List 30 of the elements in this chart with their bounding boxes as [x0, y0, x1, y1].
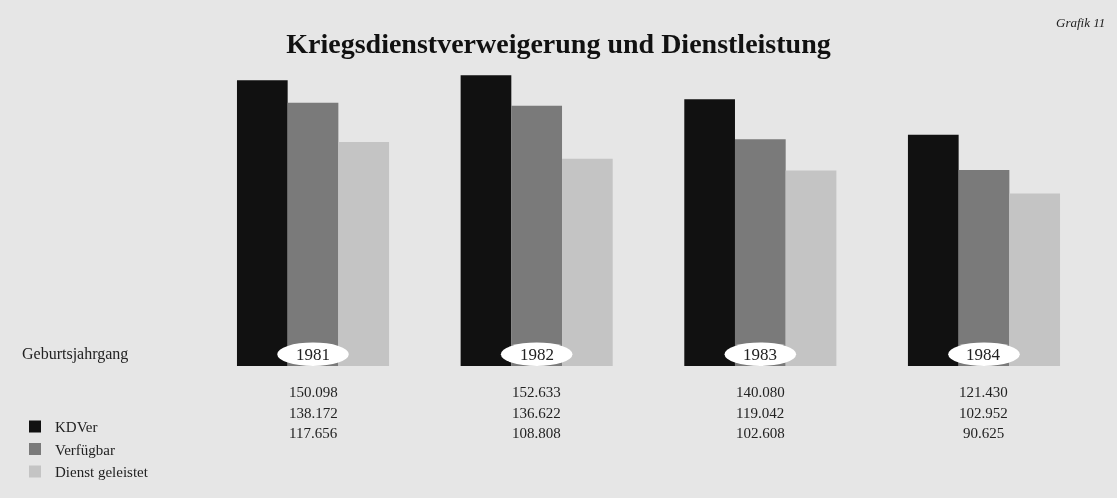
bar [460, 75, 512, 366]
legend-label: Verfügbar [55, 441, 115, 458]
data-label: 102.952 [959, 405, 1008, 421]
bar [907, 134, 959, 366]
legend-label: KDVer [55, 419, 98, 436]
x-tick-label: 1983 [743, 345, 777, 364]
bar [236, 80, 288, 366]
bar [562, 158, 613, 366]
data-label: 138.172 [289, 405, 338, 421]
x-tick-label: 1984 [966, 345, 1001, 364]
data-label: 119.042 [736, 405, 785, 421]
chart-title: Kriegsdienstverweigerung und Dienstleistung [286, 28, 831, 60]
bar [684, 99, 735, 366]
bar [338, 141, 390, 366]
data-label: 140.080 [736, 384, 785, 400]
x-axis-title: Geburtsjahrgang [22, 345, 129, 363]
x-tick-label: 1982 [520, 345, 554, 364]
x-tick-label: 1981 [296, 345, 330, 364]
data-label: 117.656 [289, 425, 338, 441]
data-label: 150.098 [289, 384, 338, 400]
data-label: 136.622 [512, 405, 561, 421]
data-label: 121.430 [959, 384, 1008, 400]
data-label: 152.633 [512, 384, 561, 400]
data-label: 102.608 [736, 425, 785, 441]
data-label: 90.625 [963, 425, 1005, 441]
bar [1009, 193, 1061, 366]
text: Grafik 11 [1056, 15, 1106, 30]
data-label: 108.808 [512, 425, 561, 441]
legend-label: Dienst geleistet [55, 464, 149, 481]
bar [785, 170, 837, 366]
